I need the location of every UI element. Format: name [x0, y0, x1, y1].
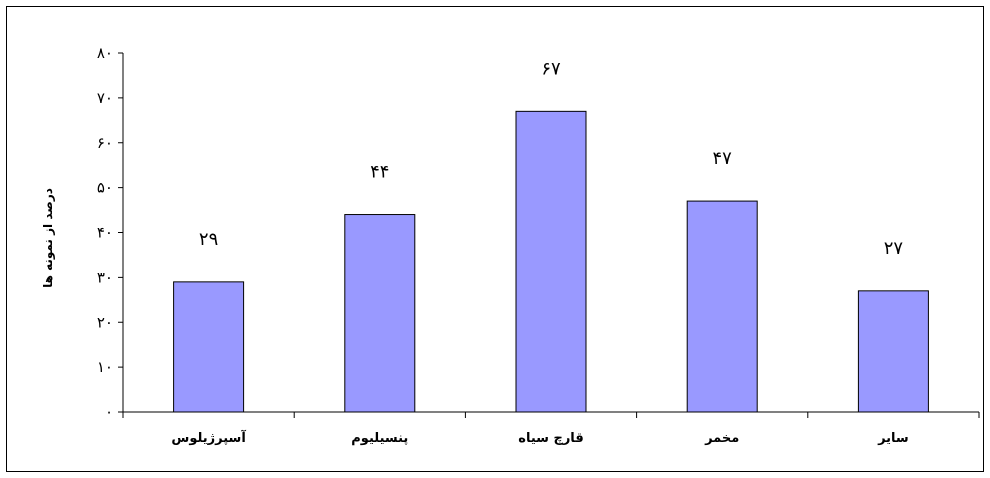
category-label: مخمر [704, 431, 739, 446]
y-tick-label: ۸۰ [97, 44, 113, 62]
y-axis-label: درصد از نمونه ها [41, 188, 56, 288]
y-tick-label: ۱۰ [97, 358, 113, 376]
bar [515, 110, 587, 413]
y-tick-label: ۴۰ [97, 224, 113, 242]
bar [344, 214, 416, 413]
y-tick-label: ۰ [105, 403, 113, 421]
x-tick-labels: آسپرژیلوس پنسیلیوم قارچ سیاه مخمر سایر [171, 429, 908, 446]
data-label: ۴۴ [370, 162, 389, 183]
bar [857, 290, 929, 413]
category-label: پنسیلیوم [351, 431, 408, 446]
y-tick-label: ۲۰ [97, 313, 113, 331]
y-tick-label: ۵۰ [97, 179, 113, 197]
category-label: قارچ سیاه [518, 431, 583, 446]
y-tick-label: ۳۰ [97, 268, 113, 286]
data-label: ۲۹ [199, 229, 218, 250]
bars [173, 110, 929, 413]
data-labels: ۲۹ ۴۴ ۶۷ ۴۷ ۲۷ [199, 58, 904, 259]
data-label: ۶۷ [541, 58, 561, 79]
data-label: ۲۷ [884, 238, 904, 259]
bar [686, 200, 758, 413]
data-label: ۴۷ [713, 148, 733, 169]
bar [173, 281, 245, 413]
category-label: آسپرژیلوس [171, 429, 246, 446]
y-tick-label: ۶۰ [97, 134, 113, 152]
bar-chart: درصد از نمونه ها ۰ ۱۰ ۲۰ ۳۰ ۴۰ ۵۰ ۶۰ ۷۰ ۸۰ آسپرژ… [41, 44, 980, 446]
chart-frame: درصد از نمونه ها ۰ ۱۰ ۲۰ ۳۰ ۴۰ ۵۰ ۶۰ ۷۰ ۸۰ آسپرژ… [6, 6, 984, 472]
category-label: سایر [877, 431, 909, 446]
y-ticks: ۰ ۱۰ ۲۰ ۳۰ ۴۰ ۵۰ ۶۰ ۷۰ ۸۰ [97, 44, 123, 421]
y-tick-label: ۷۰ [97, 89, 113, 107]
